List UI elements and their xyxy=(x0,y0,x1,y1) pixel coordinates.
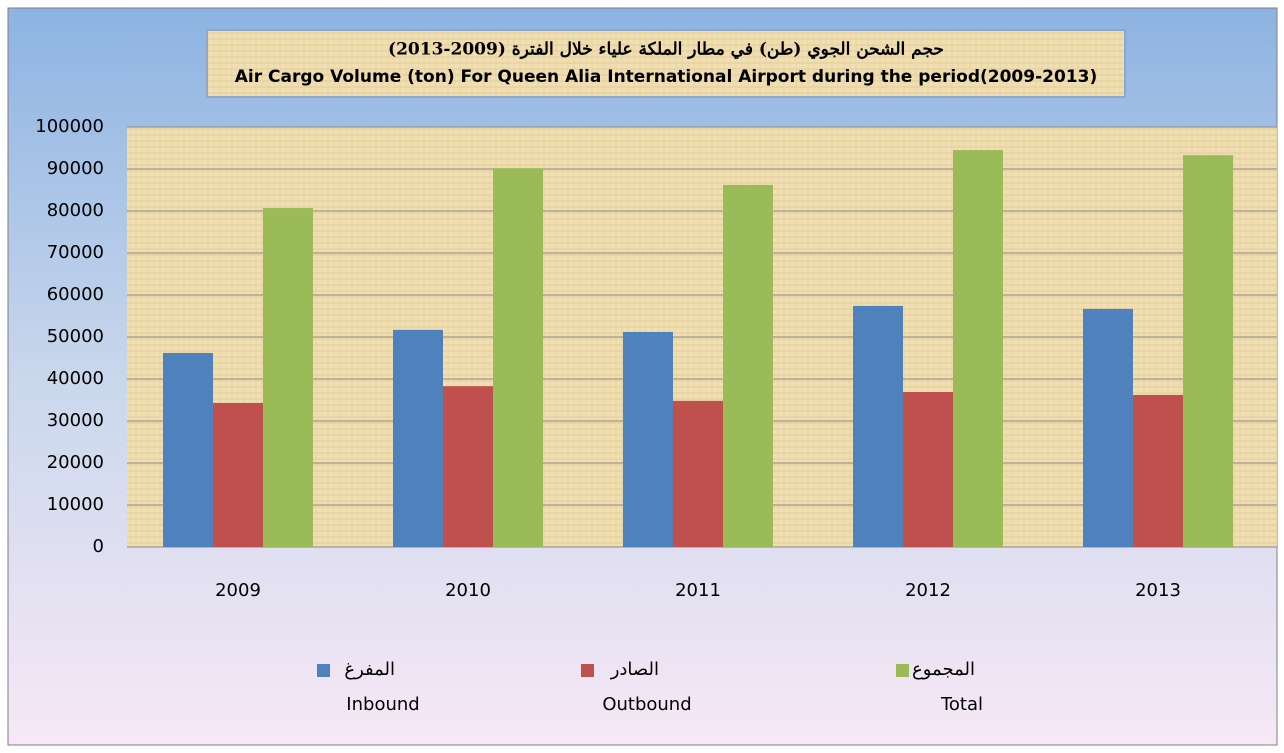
bar xyxy=(623,331,673,547)
legend-label-en: Total xyxy=(940,694,983,715)
legend-swatch xyxy=(896,664,909,677)
x-tick-label: 2012 xyxy=(905,580,951,601)
y-tick-label: 90000 xyxy=(47,158,104,179)
bar xyxy=(443,386,493,547)
legend-label: المجموع xyxy=(912,659,975,680)
y-tick-label: 70000 xyxy=(47,242,104,263)
bar xyxy=(163,352,213,547)
bar xyxy=(1133,394,1183,547)
legend-label: المفرغ xyxy=(344,659,395,680)
x-tick-label: 2010 xyxy=(445,580,491,601)
y-tick-label: 100000 xyxy=(35,116,104,137)
bar xyxy=(213,402,263,547)
y-tick-label: 30000 xyxy=(47,410,104,431)
bar xyxy=(1083,308,1133,547)
bar xyxy=(1183,155,1233,547)
y-tick-label: 10000 xyxy=(47,494,104,515)
legend-label-en: Inbound xyxy=(346,694,419,715)
x-tick-label: 2009 xyxy=(215,580,261,601)
y-tick-label: 0 xyxy=(93,536,104,557)
bar xyxy=(953,150,1003,547)
chart-title: حجم الشحن الجوي (طن) في مطار الملكة عليا… xyxy=(388,40,944,60)
x-tick-label: 2013 xyxy=(1135,580,1181,601)
bar xyxy=(903,392,953,547)
y-tick-label: 80000 xyxy=(47,200,104,221)
chart-subtitle: Air Cargo Volume (ton) For Queen Alia In… xyxy=(235,67,1097,87)
bar xyxy=(393,329,443,547)
bar xyxy=(493,168,543,547)
bar xyxy=(263,208,313,547)
legend-label: الصادر xyxy=(610,659,659,680)
y-tick-label: 50000 xyxy=(47,326,104,347)
y-tick-label: 60000 xyxy=(47,284,104,305)
bar xyxy=(723,184,773,547)
x-tick-label: 2011 xyxy=(675,580,721,601)
bar xyxy=(853,305,903,547)
legend-label-en: Outbound xyxy=(602,694,691,715)
legend-swatch xyxy=(581,664,594,677)
y-tick-label: 40000 xyxy=(47,368,104,389)
legend-swatch xyxy=(317,664,330,677)
bar xyxy=(673,400,723,547)
y-tick-label: 20000 xyxy=(47,452,104,473)
title-box xyxy=(206,29,1126,98)
